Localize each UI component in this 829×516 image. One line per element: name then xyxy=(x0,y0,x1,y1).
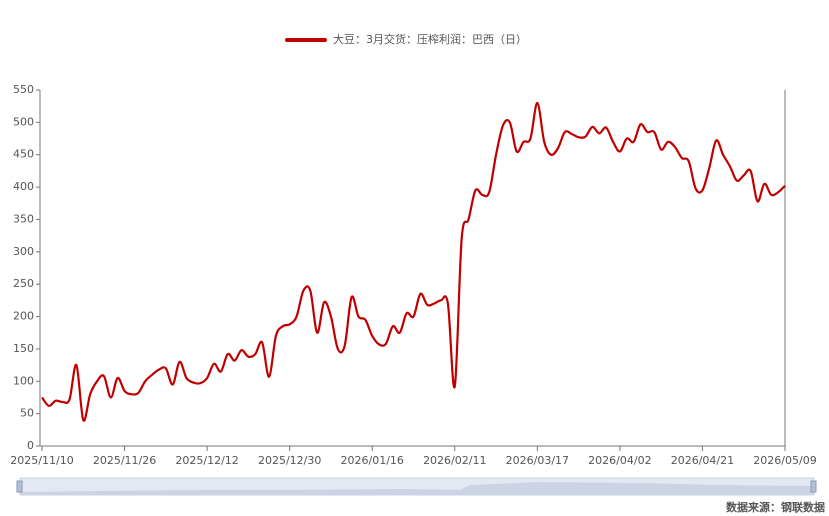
y-tick-label: 100 xyxy=(13,374,34,387)
y-tick-label: 250 xyxy=(13,277,34,290)
slider-handle[interactable] xyxy=(810,480,817,493)
y-tick-label: 350 xyxy=(13,212,34,225)
legend-label[interactable]: 大豆：3月交货：压榨利润：巴西（日） xyxy=(333,32,527,46)
y-tick-label: 500 xyxy=(13,115,34,128)
x-tick-label: 2026/02/11 xyxy=(423,454,486,467)
slider-handle[interactable] xyxy=(16,480,23,493)
x-tick-label: 2026/04/21 xyxy=(671,454,734,467)
x-tick-label: 2025/12/30 xyxy=(258,454,321,467)
y-tick-label: 400 xyxy=(13,180,34,193)
y-tick-label: 450 xyxy=(13,148,34,161)
data-line xyxy=(41,101,786,422)
y-tick-label: 150 xyxy=(13,342,34,355)
x-tick-label: 2026/01/16 xyxy=(341,454,404,467)
y-tick-label: 0 xyxy=(27,439,34,452)
x-tick-label: 2025/11/10 xyxy=(10,454,73,467)
x-tick-label: 2025/12/12 xyxy=(175,454,238,467)
x-tick-label: 2026/04/02 xyxy=(588,454,651,467)
y-tick-label: 550 xyxy=(13,83,34,96)
x-tick-label: 2026/03/17 xyxy=(506,454,569,467)
x-tick-label: 2026/05/09 xyxy=(753,454,816,467)
slider-preview xyxy=(20,482,814,495)
data-zoom-slider[interactable] xyxy=(16,477,817,496)
y-tick-label: 300 xyxy=(13,245,34,258)
y-tick-label: 200 xyxy=(13,310,34,323)
x-tick-label: 2025/11/26 xyxy=(93,454,156,467)
source-note: 数据来源：钢联数据 xyxy=(726,500,825,514)
y-tick-label: 50 xyxy=(20,407,34,420)
